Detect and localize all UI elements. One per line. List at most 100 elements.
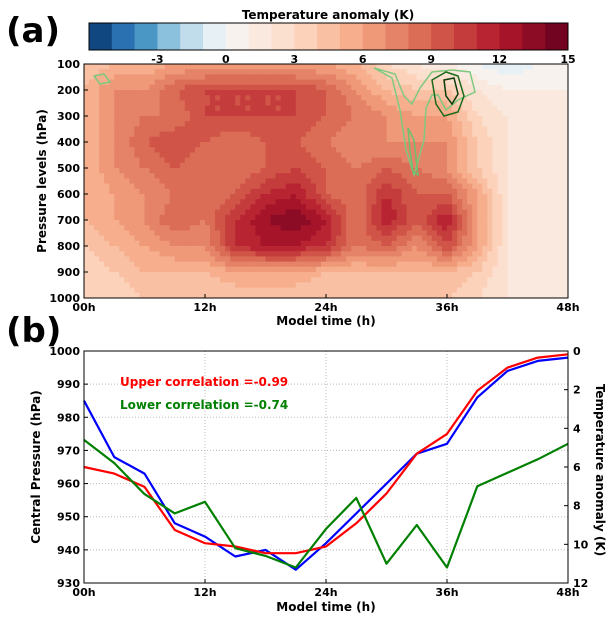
heatmap-cell [124,157,130,164]
heatmap-cell [84,147,90,153]
heatmap-cell [124,95,130,101]
heatmap-cell [537,147,544,153]
heatmap-cell [205,157,211,164]
heatmap-cell [169,204,176,211]
heatmap-cell [336,105,342,112]
heatmap-cell [477,105,483,112]
heatmap-cell [114,157,120,164]
heatmap-cell [215,292,221,298]
heatmap-cell [250,168,257,174]
heatmap-cell [532,126,539,133]
heatmap-cell [270,168,277,174]
heatmap-cell [562,121,568,127]
heatmap-cell [401,64,408,70]
heatmap-cell [381,251,388,257]
heatmap-cell [280,147,287,153]
heatmap-cell [164,266,171,273]
heatmap-cell [457,183,463,190]
heatmap-cell [184,261,191,268]
heatmap-cell [381,79,388,86]
heatmap-cell [376,157,383,164]
heatmap-cell [189,209,196,216]
heatmap-cell [320,261,327,268]
heatmap-cell [205,292,211,298]
heatmap-cell [517,246,524,252]
heatmap-cell [336,116,342,122]
heatmap-cell [215,183,221,190]
heatmap-cell [300,277,307,283]
heatmap-cell [391,240,398,247]
heatmap-cell [270,256,277,263]
heatmap-cell [386,173,393,179]
heatmap-cell [341,246,347,252]
heatmap-cell [245,230,251,237]
heatmap-cell [144,272,151,278]
heatmap-cell [285,256,292,263]
heatmap-cell [341,183,347,190]
heatmap-cell [184,131,191,138]
heatmap-cell [376,235,383,242]
heatmap-cell [517,136,524,143]
heatmap-cell [285,142,292,148]
heatmap-cell [527,230,534,237]
heatmap-cell [416,214,423,221]
heatmap-cell [99,266,105,273]
heatmap-cell [189,261,196,268]
heatmap-cell [326,90,332,96]
heatmap-cell [300,84,307,91]
heatmap-cell [89,266,95,273]
heatmap-cell [447,162,453,169]
heatmap-cell [94,100,100,107]
heatmap-cell [255,220,262,226]
heatmap-cell [205,256,211,263]
heatmap-cell [295,142,302,148]
heatmap-cell [411,116,418,122]
heatmap-cell [507,220,514,226]
heatmap-cell [179,225,186,231]
right-y-tick-label: 10 [573,538,589,551]
heatmap-cell [411,105,418,112]
heatmap-cell [331,214,337,221]
heatmap-cell [396,136,403,143]
heatmap-cell [482,142,488,148]
heatmap-cell [527,126,534,133]
heatmap-cell [149,142,156,148]
heatmap-cell [260,266,267,273]
heatmap-cell [265,116,272,122]
heatmap-cell [290,188,297,195]
heatmap-cell [462,79,468,86]
heatmap-cell [265,64,272,70]
heatmap-cell [336,100,342,107]
heatmap-cell [215,188,221,195]
heatmap-cell [295,240,302,247]
heatmap-cell [542,126,549,133]
heatmap-cell [119,246,125,252]
heatmap-cell [260,131,267,138]
heatmap-cell [406,105,413,112]
heatmap-cell [154,84,161,91]
heatmap-cell [285,220,292,226]
heatmap-cell [552,282,559,289]
heatmap-cell [557,214,564,221]
heatmap-cell [305,246,312,252]
heatmap-cell [351,230,357,237]
heatmap-cell [265,74,272,81]
heatmap-cell [144,225,151,231]
heatmap-cell [255,261,262,268]
heatmap-cell [532,64,539,70]
heatmap-cell [255,105,262,112]
heatmap-cell [381,121,388,127]
heatmap-cell [144,168,151,174]
heatmap-cell [507,230,514,237]
heatmap-cell [371,199,378,205]
heatmap-cell [467,214,473,221]
heatmap-cell [341,162,347,169]
heatmap-cell [124,209,130,216]
heatmap-cell [89,261,95,268]
heatmap-cell [99,110,105,117]
heatmap-cell [351,220,357,226]
heatmap-cell [139,209,146,216]
heatmap-cell [331,131,337,138]
heatmap-cell [320,74,327,81]
heatmap-cell [436,84,443,91]
